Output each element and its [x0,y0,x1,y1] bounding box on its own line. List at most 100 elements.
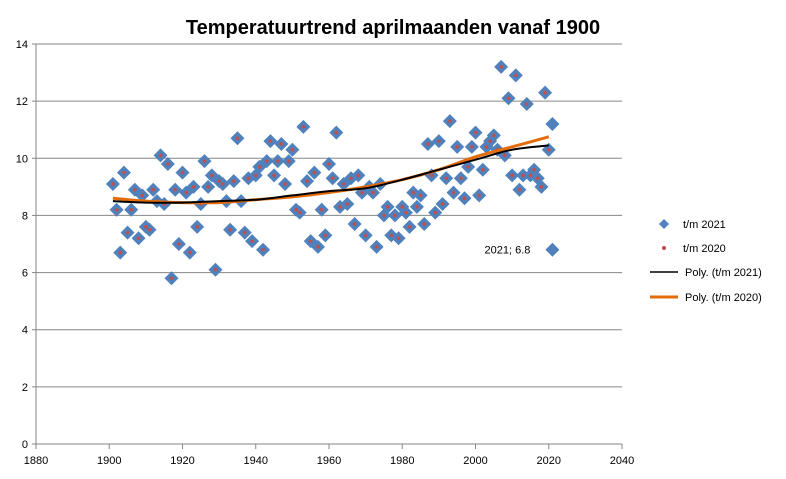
data-point-t-m-2020 [462,196,467,201]
data-point-t-m-2020 [301,125,306,129]
data-point-t-m-2020 [338,205,342,209]
data-point-t-m-2020 [217,179,221,183]
data-point-t-m-2020 [499,65,503,69]
data-point-t-m-2020 [477,193,481,198]
data-point-t-m-2020 [473,130,478,135]
data-point-t-m-2020 [177,242,181,246]
data-point-t-m-2020 [111,182,115,186]
y-tick-label: 4 [22,325,28,337]
data-point-t-m-2020 [202,159,207,163]
y-tick-label: 8 [22,210,28,222]
data-point-t-m-2020 [228,227,232,232]
legend-marker-t-m-2021 [659,219,669,229]
data-point-t-m-2020 [429,173,434,178]
data-point-t-m-2020 [433,210,438,215]
data-point-t-m-2020 [524,102,529,106]
data-point-t-m-2020 [404,210,408,215]
data-point-t-m-2021 [545,242,560,257]
data-point-t-m-2020 [363,233,368,238]
data-point-t-m-2020 [308,239,313,243]
data-point-t-m-2020 [535,176,540,181]
data-point-t-m-2020 [466,165,470,169]
data-point-t-m-2020 [451,190,456,195]
data-point-t-m-2020 [272,173,276,178]
data-point-t-m-2020 [129,207,134,212]
data-point-t-m-2020 [275,159,280,163]
data-point-t-m-2020 [455,145,459,149]
data-point-t-m-2020 [426,142,430,146]
data-point-t-m-2020 [334,130,339,135]
data-point-t-m-2020 [360,190,364,195]
data-point-t-m-2020 [341,182,346,186]
y-tick-label: 0 [22,439,28,451]
data-point-t-m-2020 [382,213,386,218]
data-point-t-m-2020 [528,173,533,178]
data-point-t-m-2020 [356,173,361,178]
data-point-t-m-2020 [385,205,390,209]
data-point-t-m-2020 [444,176,449,181]
data-point-t-m-2020 [125,230,130,235]
data-point-t-m-2020 [312,170,317,175]
data-point-t-m-2020 [316,245,320,249]
data-point-t-m-2020 [213,267,218,272]
data-point-t-m-2020 [510,173,514,178]
data-point-t-m-2020 [261,247,265,252]
data-point-t-m-2020 [319,207,324,212]
y-tick-label: 12 [16,96,28,108]
data-point-t-m-2020 [349,176,353,181]
x-tick-label: 1980 [390,455,414,467]
data-point-t-m-2020 [242,230,247,235]
data-point-t-m-2020 [118,250,123,255]
data-point-t-m-2020 [158,153,163,158]
x-tick-label: 1960 [317,455,341,467]
data-point-t-m-2021 [545,117,560,131]
chart-title: Temperatuurtrend aprilmaanden vanaf 1900 [186,17,600,39]
data-point-t-m-2020 [173,187,177,192]
data-point-t-m-2020 [250,239,254,243]
data-point-t-m-2020 [484,145,489,149]
data-point-t-m-2020 [235,136,240,141]
x-tick-label: 1900 [97,455,121,467]
data-point-t-m-2020 [246,176,251,181]
data-point-t-m-2020 [133,187,137,192]
data-point-t-m-2020 [371,190,375,195]
data-point-t-m-2020 [305,179,309,183]
data-point-t-m-2020 [268,139,273,143]
data-point-t-m-2020 [294,207,298,212]
data-point-t-m-2020 [286,159,291,163]
data-point-t-m-2020 [546,147,551,152]
data-point-t-m-2020 [323,233,328,238]
data-point-t-m-2020 [389,233,394,238]
data-point-t-m-2020 [488,139,492,143]
data-point-t-m-2020 [503,153,507,158]
data-point-t-m-2020 [206,185,210,189]
data-point-t-m-2020 [195,225,199,229]
data-point-t-m-2020 [231,179,236,183]
data-point-t-m-2020 [122,170,126,175]
x-tick-label: 2020 [537,455,561,467]
y-tick-label: 10 [16,153,28,165]
y-tick-label: 6 [22,268,28,280]
data-point-t-m-2020 [257,165,262,169]
data-point-t-m-2020 [521,173,525,178]
legend-label: t/m 2020 [683,243,726,255]
data-point-t-m-2020 [374,245,379,249]
data-point-t-m-2020 [297,210,302,215]
data-point-t-m-2020 [422,222,427,226]
data-point-t-m-2020 [327,162,331,166]
data-point-t-m-2020 [180,170,185,175]
data-point-t-m-2020 [517,187,522,192]
data-point-t-m-2020 [492,133,496,138]
data-point-t-m-2020 [543,90,547,95]
trendlines [112,135,550,205]
axes: 0 2 4 6 8 10 12 14 1880 1900 1920 1940 1960 1980 2000 2… [16,39,634,467]
data-point-t-m-2020 [506,96,511,101]
data-point-t-m-2020 [279,142,284,146]
data-point-t-m-2020 [345,202,350,206]
data-point-t-m-2020 [396,236,401,241]
data-point-t-m-2020 [140,193,145,198]
data-point-t-m-2020 [532,167,536,172]
x-tick-label: 1920 [170,455,194,467]
data-point-t-m-2020 [264,159,269,163]
x-tick-label: 2040 [610,455,634,467]
